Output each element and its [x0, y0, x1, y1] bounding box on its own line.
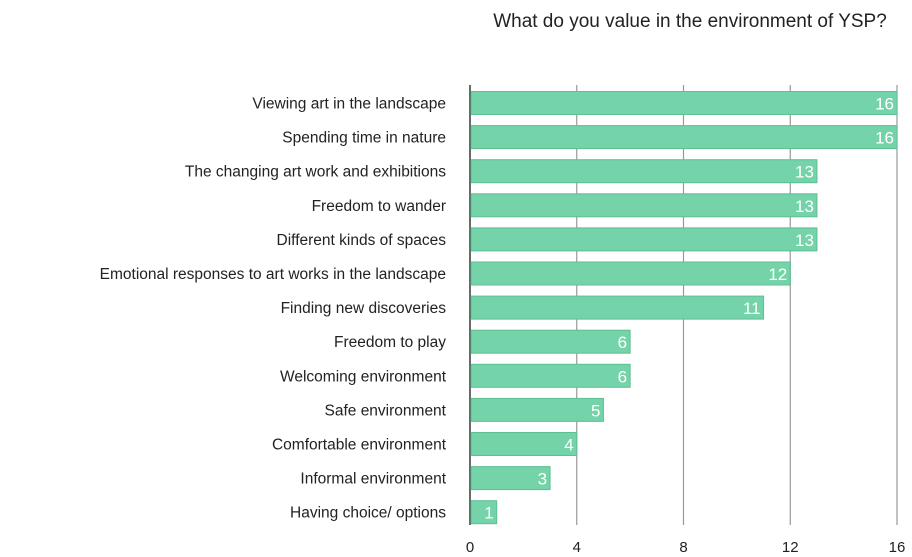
bar [470, 193, 818, 218]
x-tick-label: 0 [466, 539, 474, 556]
data-label: 12 [768, 265, 787, 284]
category-label: Freedom to play [334, 334, 446, 351]
category-label: Freedom to wander [312, 198, 446, 215]
bar [470, 261, 791, 286]
category-label: Viewing art in the landscape [252, 96, 446, 113]
data-label: 16 [875, 95, 894, 114]
bar [470, 125, 898, 150]
data-label: 13 [795, 163, 814, 182]
bar [470, 91, 898, 115]
category-label: Different kinds of spaces [277, 232, 447, 249]
category-label: The changing art work and exhibitions [185, 164, 446, 181]
data-label: 5 [591, 401, 600, 420]
data-label: 11 [743, 299, 761, 318]
category-label: Informal environment [300, 471, 446, 488]
x-tick-label: 4 [573, 539, 581, 556]
x-tick-label: 16 [889, 539, 906, 556]
category-label: Safe environment [325, 402, 447, 419]
category-label: Finding new discoveries [281, 300, 447, 317]
chart-title: What do you value in the environment of … [493, 11, 887, 32]
category-label: Comfortable environment [272, 437, 447, 454]
category-label: Welcoming environment [280, 368, 447, 385]
bar [470, 500, 498, 525]
data-label: 13 [795, 231, 814, 250]
data-label: 4 [564, 436, 573, 455]
data-label: 1 [484, 504, 493, 523]
bar [470, 432, 578, 456]
bar [470, 397, 604, 422]
bar [470, 227, 818, 252]
x-tick-label: 8 [679, 539, 687, 556]
data-label: 6 [618, 333, 627, 352]
data-label: 13 [795, 197, 814, 216]
bar [470, 329, 631, 354]
data-label: 16 [875, 129, 894, 148]
category-label: Having choice/ options [290, 505, 446, 522]
category-label: Emotional responses to art works in the … [100, 266, 446, 283]
bar [470, 159, 818, 184]
bar [470, 363, 631, 388]
data-label: 6 [618, 367, 627, 386]
data-label: 3 [538, 470, 547, 489]
bar [470, 466, 551, 491]
category-label: Spending time in nature [282, 130, 446, 147]
bar [470, 295, 765, 320]
x-tick-label: 12 [782, 539, 799, 556]
